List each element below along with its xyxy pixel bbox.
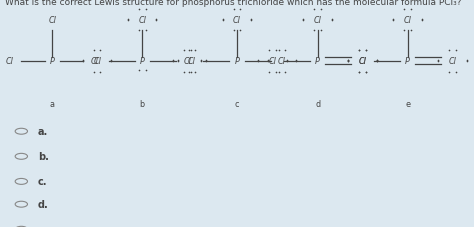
Text: P: P	[315, 57, 320, 66]
Text: e.: e.	[38, 224, 48, 227]
Text: b.: b.	[38, 152, 49, 162]
Text: What is the correct Lewis structure for phosphorus trichloride which has the mol: What is the correct Lewis structure for …	[5, 0, 461, 7]
Text: P: P	[50, 57, 55, 66]
Text: Cl: Cl	[48, 16, 56, 25]
Text: Cl: Cl	[314, 16, 321, 25]
Text: Cl: Cl	[233, 16, 241, 25]
Text: d: d	[315, 100, 320, 109]
Text: Cl: Cl	[278, 57, 286, 66]
Text: c: c	[235, 100, 239, 109]
Text: Cl: Cl	[93, 57, 101, 66]
Text: Cl: Cl	[359, 57, 366, 66]
Text: c.: c.	[38, 177, 47, 187]
Text: P: P	[405, 57, 410, 66]
Text: Cl: Cl	[6, 57, 13, 66]
Text: Cl: Cl	[183, 57, 191, 66]
Text: Cl: Cl	[138, 16, 146, 25]
Text: e: e	[405, 100, 410, 109]
Text: Cl: Cl	[404, 16, 411, 25]
Text: Cl: Cl	[91, 57, 99, 66]
Text: a.: a.	[38, 127, 48, 137]
Text: Cl: Cl	[269, 57, 276, 66]
Text: b: b	[140, 100, 145, 109]
Text: Cl: Cl	[449, 57, 456, 66]
Text: P: P	[235, 57, 239, 66]
Text: d.: d.	[38, 199, 49, 209]
Text: P: P	[140, 57, 145, 66]
Text: a: a	[50, 100, 55, 109]
Text: Cl: Cl	[359, 57, 366, 66]
Text: Cl: Cl	[188, 57, 196, 66]
